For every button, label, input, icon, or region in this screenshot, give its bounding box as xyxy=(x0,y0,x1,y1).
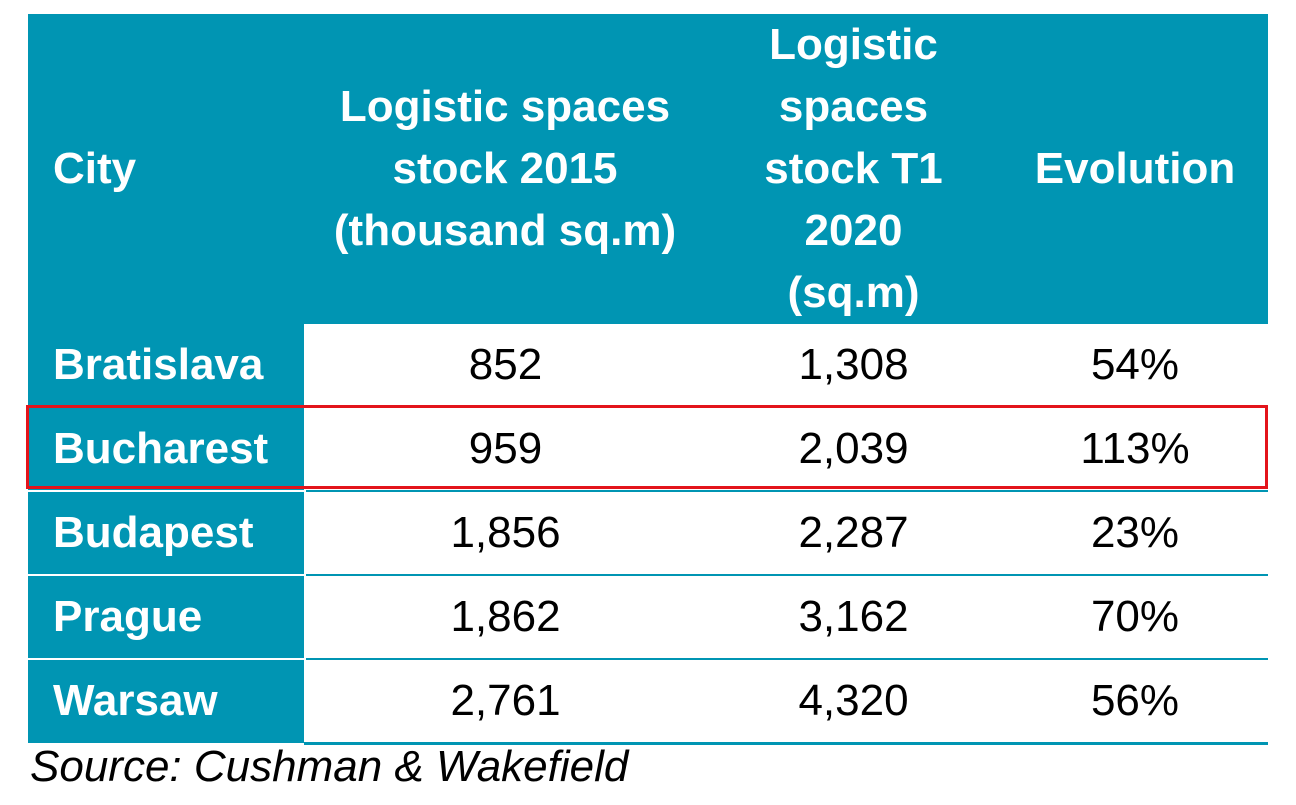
table-row-highlighted: Bucharest 959 2,039 113% xyxy=(28,407,1268,492)
stock-2020-cell: 3,162 xyxy=(705,575,1002,660)
city-cell: Bratislava xyxy=(28,324,306,408)
evolution-cell: 70% xyxy=(1002,575,1268,660)
city-cell: Budapest xyxy=(28,491,306,576)
evolution-cell: 56% xyxy=(1002,659,1268,745)
header-city: City xyxy=(28,14,305,324)
city-cell: Warsaw xyxy=(28,659,306,745)
stock-2015-cell: 959 xyxy=(305,407,705,492)
header-stock-2020: Logistic spaces stock T1 2020 (sq.m) xyxy=(705,14,1002,324)
city-cell: Prague xyxy=(28,575,306,660)
stock-2020-cell: 2,287 xyxy=(705,491,1002,576)
table-header-row: City Logistic spaces stock 2015 (thousan… xyxy=(28,14,1268,324)
evolution-cell: 113% xyxy=(1002,407,1268,492)
table-row: Bratislava 852 1,308 54% xyxy=(28,324,1268,408)
table-row: Prague 1,862 3,162 70% xyxy=(28,575,1268,660)
city-cell: Bucharest xyxy=(28,407,306,492)
stock-2020-cell: 1,308 xyxy=(705,324,1002,408)
evolution-cell: 54% xyxy=(1002,324,1268,408)
header-stock-2015: Logistic spaces stock 2015 (thousand sq.… xyxy=(305,14,705,324)
stock-2020-cell: 4,320 xyxy=(705,659,1002,745)
table-row: Warsaw 2,761 4,320 56% xyxy=(28,659,1268,745)
header-stock-2020-text: Logistic spaces stock T1 2020 (sq.m) xyxy=(764,20,943,317)
stock-2020-cell: 2,039 xyxy=(705,407,1002,492)
source-note: Source: Cushman & Wakefield xyxy=(30,742,629,791)
stock-2015-cell: 1,862 xyxy=(305,575,705,660)
header-evolution: Evolution xyxy=(1002,14,1268,324)
table-row: Budapest 1,856 2,287 23% xyxy=(28,491,1268,576)
evolution-cell: 23% xyxy=(1002,491,1268,576)
stock-2015-cell: 2,761 xyxy=(305,659,705,745)
header-stock-2015-text: Logistic spaces stock 2015 (thousand sq.… xyxy=(333,82,677,255)
cropped-title-strip xyxy=(0,0,1296,14)
stock-2015-cell: 852 xyxy=(305,324,705,408)
stock-2015-cell: 1,856 xyxy=(305,491,705,576)
logistic-stock-table: City Logistic spaces stock 2015 (thousan… xyxy=(28,14,1268,745)
